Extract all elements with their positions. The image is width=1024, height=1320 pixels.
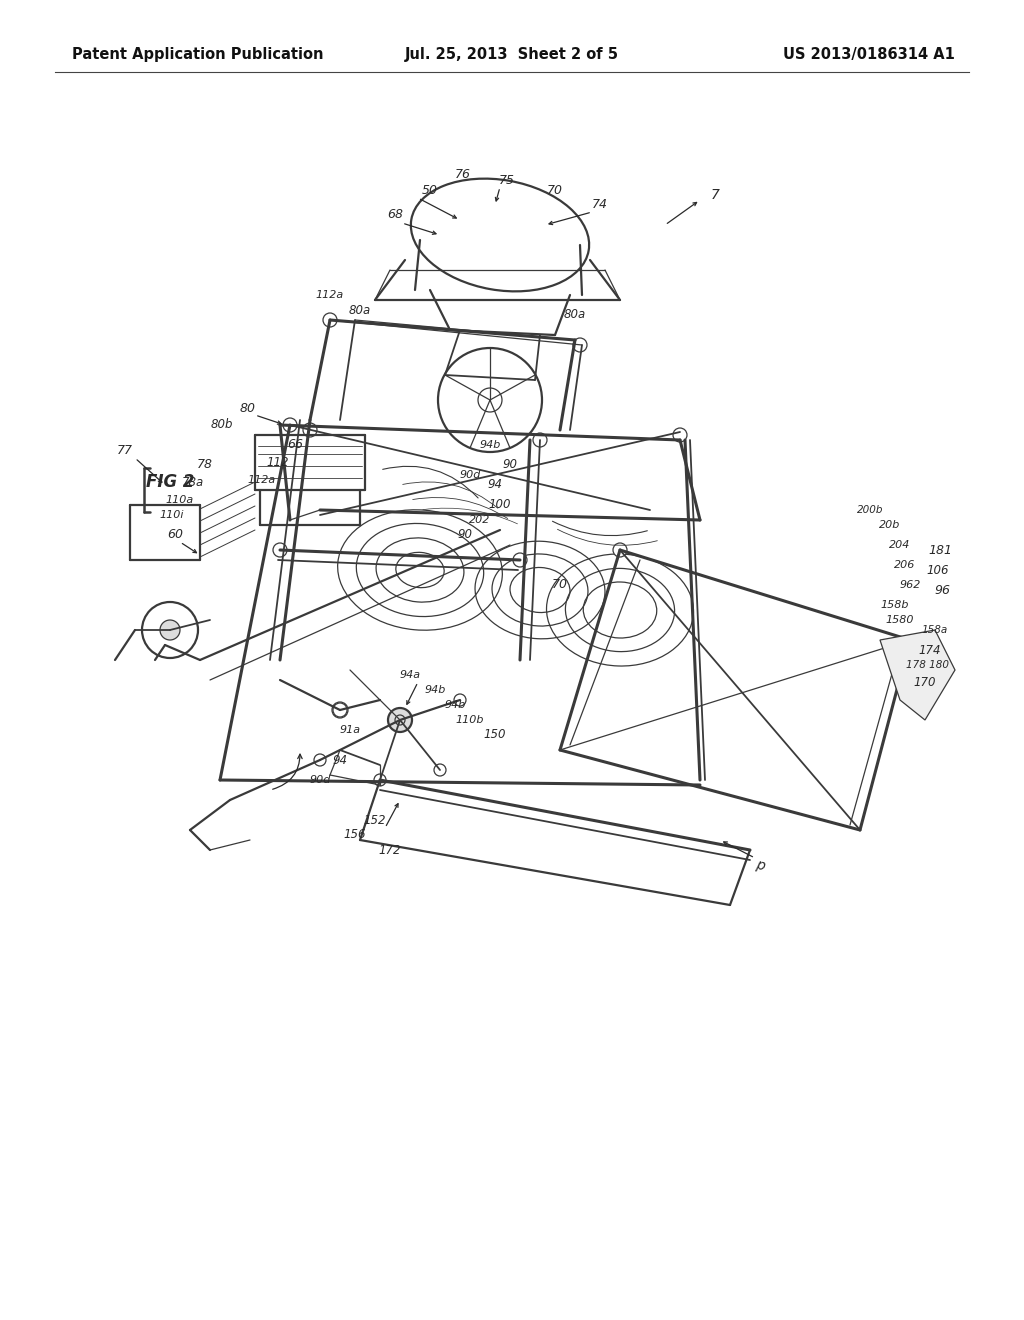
Circle shape xyxy=(332,702,348,718)
Text: 90: 90 xyxy=(458,528,472,541)
Text: US 2013/0186314 A1: US 2013/0186314 A1 xyxy=(783,48,955,62)
Circle shape xyxy=(573,338,587,352)
Text: 100: 100 xyxy=(488,499,511,511)
Text: 172: 172 xyxy=(379,843,401,857)
Text: 80a: 80a xyxy=(349,304,371,317)
Text: FIG 2: FIG 2 xyxy=(145,473,195,491)
Text: 96: 96 xyxy=(934,583,950,597)
Circle shape xyxy=(314,754,326,766)
Circle shape xyxy=(613,543,627,557)
Text: 110a: 110a xyxy=(166,495,195,506)
Text: 94a: 94a xyxy=(399,671,421,680)
Text: 170: 170 xyxy=(913,676,936,689)
Circle shape xyxy=(673,428,687,442)
Circle shape xyxy=(454,694,466,706)
Text: 77: 77 xyxy=(117,444,133,457)
Circle shape xyxy=(160,620,180,640)
Text: 94: 94 xyxy=(333,754,347,767)
Text: Jul. 25, 2013  Sheet 2 of 5: Jul. 25, 2013 Sheet 2 of 5 xyxy=(406,48,618,62)
Text: 112a: 112a xyxy=(248,475,276,484)
Circle shape xyxy=(323,313,337,327)
Text: 70: 70 xyxy=(552,578,568,591)
Text: 80: 80 xyxy=(240,401,256,414)
Text: 60: 60 xyxy=(167,528,183,541)
Text: 91a: 91a xyxy=(339,725,360,735)
Text: 90: 90 xyxy=(503,458,517,471)
Text: 178 180: 178 180 xyxy=(906,660,949,671)
Text: 202: 202 xyxy=(469,515,490,525)
Text: 80a: 80a xyxy=(564,309,586,322)
Text: 158a: 158a xyxy=(922,624,948,635)
Text: 106: 106 xyxy=(927,564,949,577)
Text: 110b: 110b xyxy=(456,715,484,725)
Text: 50: 50 xyxy=(422,183,438,197)
Text: 110i: 110i xyxy=(160,510,184,520)
Text: 74: 74 xyxy=(592,198,608,211)
Text: 112a: 112a xyxy=(315,290,344,300)
Text: 94: 94 xyxy=(487,479,503,491)
Circle shape xyxy=(434,764,446,776)
Text: 94b: 94b xyxy=(424,685,445,696)
Text: 94b: 94b xyxy=(479,440,501,450)
Text: 66: 66 xyxy=(287,438,303,451)
Text: 68: 68 xyxy=(387,209,403,222)
Text: 1580: 1580 xyxy=(886,615,914,624)
Text: 7: 7 xyxy=(711,187,720,202)
Text: 80b: 80b xyxy=(211,418,233,432)
Text: 76: 76 xyxy=(455,169,471,181)
Text: 206: 206 xyxy=(894,560,915,570)
Polygon shape xyxy=(880,630,955,719)
Circle shape xyxy=(303,422,317,437)
Text: 158b: 158b xyxy=(881,601,909,610)
Circle shape xyxy=(513,553,527,568)
Text: 156: 156 xyxy=(344,829,367,842)
Text: p: p xyxy=(754,857,766,873)
Text: 174: 174 xyxy=(919,644,941,656)
Text: 90d: 90d xyxy=(309,775,331,785)
Circle shape xyxy=(388,708,412,733)
Circle shape xyxy=(534,433,547,447)
Circle shape xyxy=(333,704,347,717)
Circle shape xyxy=(283,418,297,432)
Circle shape xyxy=(273,543,287,557)
Text: 181: 181 xyxy=(928,544,952,557)
Text: 112: 112 xyxy=(266,455,289,469)
Text: 962: 962 xyxy=(899,579,921,590)
Text: 204: 204 xyxy=(889,540,910,550)
Text: 152: 152 xyxy=(364,813,386,826)
Text: 150: 150 xyxy=(483,729,506,742)
Text: 78: 78 xyxy=(197,458,213,471)
Text: 75: 75 xyxy=(499,173,515,186)
Text: 78a: 78a xyxy=(182,475,204,488)
Text: 70: 70 xyxy=(547,183,563,197)
Text: 200b: 200b xyxy=(857,506,884,515)
Text: 20b: 20b xyxy=(880,520,901,531)
Circle shape xyxy=(374,774,386,785)
Text: 94b: 94b xyxy=(444,700,466,710)
Text: 90d: 90d xyxy=(460,470,480,480)
Text: Patent Application Publication: Patent Application Publication xyxy=(72,48,324,62)
